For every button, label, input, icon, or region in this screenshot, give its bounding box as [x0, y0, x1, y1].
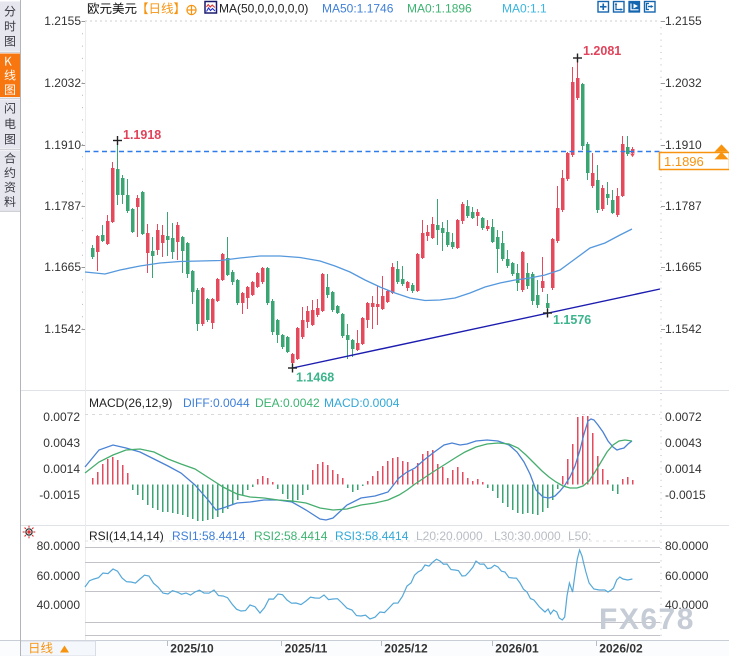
svg-text:RSI3:58.4414: RSI3:58.4414 [335, 529, 409, 543]
svg-text:2026/02: 2026/02 [599, 642, 643, 656]
svg-text:80.0000: 80.0000 [37, 539, 81, 553]
svg-text:2025/12: 2025/12 [384, 642, 428, 656]
svg-text:1.1665: 1.1665 [665, 260, 702, 274]
svg-text:1.2032: 1.2032 [665, 76, 702, 90]
svg-text:60.0000: 60.0000 [665, 569, 709, 583]
svg-text:40.0000: 40.0000 [37, 598, 81, 612]
svg-text:RSI(14,14,14): RSI(14,14,14) [89, 529, 164, 543]
svg-text:1.2155: 1.2155 [44, 14, 81, 28]
svg-text:60.0000: 60.0000 [37, 569, 81, 583]
svg-text:1.1910: 1.1910 [44, 138, 81, 152]
svg-text:1.1542: 1.1542 [665, 322, 702, 336]
svg-text:MA0:1.1896: MA0:1.1896 [407, 2, 472, 16]
svg-text:MA(50,0,0,0,0,0): MA(50,0,0,0,0,0) [219, 2, 308, 16]
svg-text:80.0000: 80.0000 [665, 539, 709, 553]
svg-text:1.1542: 1.1542 [44, 322, 81, 336]
svg-text:1.1787: 1.1787 [665, 199, 702, 213]
svg-text:1.1896: 1.1896 [664, 154, 704, 169]
svg-text:1.1918: 1.1918 [123, 128, 161, 142]
svg-text:1.2081: 1.2081 [583, 44, 621, 58]
svg-text:0.0043: 0.0043 [43, 436, 80, 450]
svg-text:L20:20.0000: L20:20.0000 [416, 529, 483, 543]
svg-text:0.0043: 0.0043 [665, 436, 702, 450]
svg-text:2025/10: 2025/10 [170, 642, 214, 656]
svg-text:MACD(26,12,9): MACD(26,12,9) [89, 396, 172, 410]
svg-text:MACD:0.0004: MACD:0.0004 [324, 396, 400, 410]
svg-text:40.0000: 40.0000 [665, 598, 709, 612]
svg-text:0.0014: 0.0014 [665, 462, 702, 476]
svg-text:MA50:1.1746: MA50:1.1746 [322, 2, 394, 16]
svg-text:2025/11: 2025/11 [285, 642, 328, 656]
svg-text:1.1468: 1.1468 [296, 371, 334, 385]
svg-text:0.0072: 0.0072 [665, 410, 702, 424]
svg-text:1.1910: 1.1910 [665, 138, 702, 152]
svg-text:0.0072: 0.0072 [43, 410, 80, 424]
svg-text:-0.0015: -0.0015 [39, 488, 80, 502]
svg-text:DEA:0.0042: DEA:0.0042 [255, 396, 320, 410]
svg-text:MA0:1.1: MA0:1.1 [502, 2, 547, 16]
svg-text:1.1787: 1.1787 [44, 199, 81, 213]
svg-text:0.0014: 0.0014 [43, 462, 80, 476]
svg-text:1.1576: 1.1576 [553, 313, 591, 327]
svg-text:1.2155: 1.2155 [665, 14, 702, 28]
svg-text:DIFF:0.0044: DIFF:0.0044 [183, 396, 250, 410]
svg-text:RSI2:58.4414: RSI2:58.4414 [254, 529, 328, 543]
svg-text:2026/01: 2026/01 [495, 642, 539, 656]
svg-text:-0.0015: -0.0015 [665, 488, 706, 502]
svg-text:1.1665: 1.1665 [44, 260, 81, 274]
svg-text:RSI1:58.4414: RSI1:58.4414 [172, 529, 246, 543]
svg-text:FX678: FX678 [599, 603, 695, 636]
svg-text:L50:: L50: [568, 529, 591, 543]
svg-text:L30:30.0000: L30:30.0000 [494, 529, 561, 543]
svg-text:1.2032: 1.2032 [44, 76, 81, 90]
